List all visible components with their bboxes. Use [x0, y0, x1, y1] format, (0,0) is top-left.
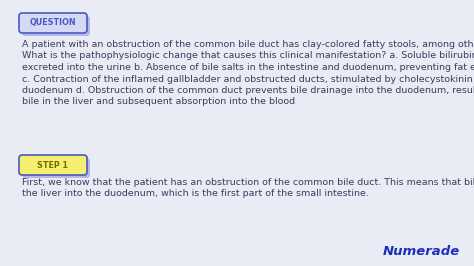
Text: A patient with an obstruction of the common bile duct has clay-colored fatty sto: A patient with an obstruction of the com…	[22, 40, 474, 49]
FancyBboxPatch shape	[22, 16, 90, 36]
Text: What is the pathophysiologic change that causes this clinical manifestation? a. : What is the pathophysiologic change that…	[22, 52, 474, 60]
FancyBboxPatch shape	[19, 13, 87, 33]
Text: duodenum d. Obstruction of the common duct prevents bile drainage into the duode: duodenum d. Obstruction of the common du…	[22, 86, 474, 95]
Text: excreted into the urine b. Absence of bile salts in the intestine and duodenum, : excreted into the urine b. Absence of bi…	[22, 63, 474, 72]
Text: QUESTION: QUESTION	[30, 19, 76, 27]
Text: First, we know that the patient has an obstruction of the common bile duct. This: First, we know that the patient has an o…	[22, 178, 474, 187]
Text: c. Contraction of the inflamed gallbladder and obstructed ducts, stimulated by c: c. Contraction of the inflamed gallbladd…	[22, 74, 474, 84]
Text: the liver into the duodenum, which is the first part of the small intestine.: the liver into the duodenum, which is th…	[22, 189, 369, 198]
FancyBboxPatch shape	[22, 158, 90, 178]
Text: bile in the liver and subsequent absorption into the blood: bile in the liver and subsequent absorpt…	[22, 98, 295, 106]
FancyBboxPatch shape	[19, 155, 87, 175]
Text: Numerade: Numerade	[383, 245, 460, 258]
Text: STEP 1: STEP 1	[37, 160, 69, 169]
